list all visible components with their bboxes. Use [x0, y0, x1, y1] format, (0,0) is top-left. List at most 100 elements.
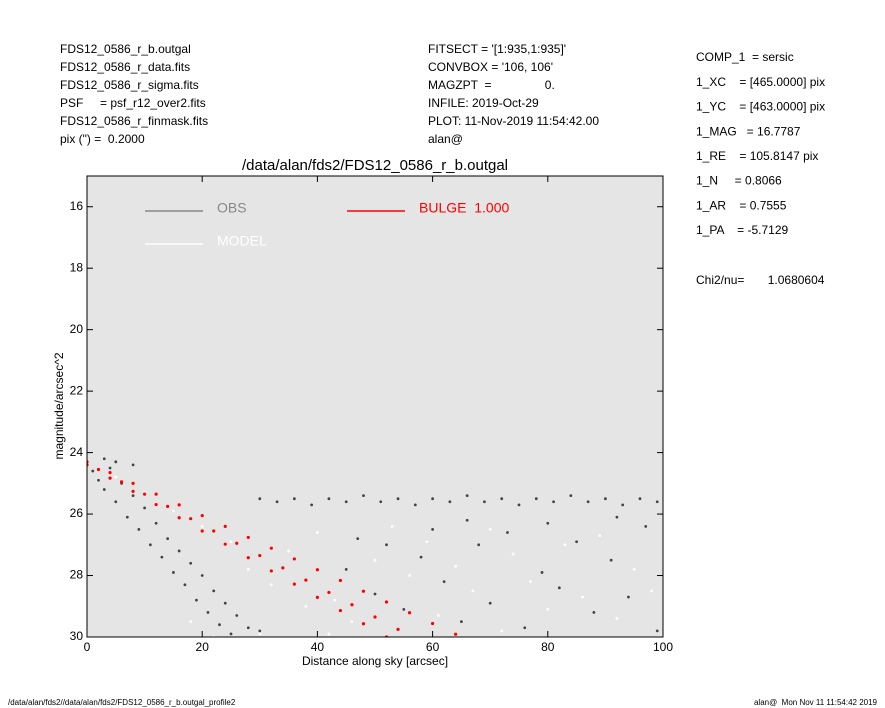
x-tick-label: 100 — [653, 640, 673, 654]
point — [212, 589, 216, 593]
point — [419, 555, 423, 559]
point — [361, 589, 366, 593]
point — [471, 589, 475, 593]
point — [166, 504, 170, 508]
point — [114, 460, 118, 464]
point — [246, 535, 250, 540]
point — [114, 475, 118, 479]
point — [563, 543, 567, 547]
point — [338, 578, 343, 583]
point — [310, 503, 314, 507]
point — [546, 607, 550, 611]
chi2: Chi2/nu= 1.0680604 — [696, 273, 825, 287]
point — [246, 556, 250, 560]
point — [189, 517, 193, 521]
fit-parameter: 1_N = 0.8066 — [696, 174, 782, 188]
header-middle-line: CONVBOX = '106, 106' — [428, 60, 553, 74]
fit-parameter: COMP_1 = sersic — [696, 50, 794, 64]
point — [125, 515, 129, 519]
x-axis-label: Distance along sky [arcsec] — [302, 654, 448, 668]
point — [396, 497, 400, 501]
point — [488, 601, 492, 605]
point — [604, 497, 607, 501]
point — [511, 552, 515, 556]
point — [529, 580, 532, 584]
x-tick-label: 80 — [541, 640, 555, 654]
point — [598, 534, 602, 537]
point — [172, 571, 175, 574]
y-tick-label: 16 — [70, 199, 84, 213]
point — [269, 583, 273, 587]
point — [483, 500, 486, 504]
point — [454, 564, 458, 568]
point — [373, 615, 377, 619]
point — [258, 632, 262, 636]
point — [206, 611, 210, 614]
point — [315, 568, 319, 572]
point — [195, 598, 198, 602]
point — [281, 566, 285, 570]
point — [287, 549, 290, 553]
point — [327, 632, 331, 636]
point — [615, 515, 619, 519]
footer-right: alan@ Mon Nov 11 11:54:42 2019 — [754, 698, 878, 707]
point — [580, 595, 584, 599]
point — [304, 578, 308, 582]
point — [327, 590, 331, 595]
point — [477, 543, 481, 547]
point — [650, 589, 653, 593]
point — [373, 592, 377, 596]
point — [517, 503, 521, 507]
point — [143, 492, 147, 496]
fit-parameter: 1_RE = 105.8147 pix — [696, 149, 818, 163]
point — [91, 469, 95, 473]
point — [235, 541, 239, 545]
point — [575, 540, 578, 544]
header-middle-line: INFILE: 2019-Oct-29 — [428, 96, 539, 110]
point — [632, 567, 636, 571]
legend-label: BULGE 1.000 — [419, 200, 509, 216]
point — [344, 500, 348, 504]
point — [362, 494, 365, 498]
point — [396, 627, 400, 631]
point — [258, 497, 262, 501]
point — [200, 524, 204, 528]
header-left-line: FDS12_0586_r_b.outgal — [60, 42, 191, 56]
point — [333, 598, 337, 602]
point — [275, 500, 279, 504]
y-tick-label: 24 — [70, 445, 84, 459]
point — [315, 595, 319, 599]
point — [644, 524, 648, 528]
x-tick-label: 60 — [426, 640, 440, 654]
point — [292, 582, 296, 586]
point — [454, 632, 458, 636]
fit-parameter: 1_YC = [463.0000] pix — [696, 100, 825, 114]
point — [546, 521, 550, 525]
point — [258, 553, 262, 558]
point — [350, 603, 354, 607]
point — [183, 583, 187, 587]
point — [160, 555, 164, 559]
point — [292, 497, 296, 501]
y-tick-label: 20 — [70, 322, 84, 336]
point — [592, 611, 596, 614]
point — [431, 621, 435, 626]
point — [189, 620, 193, 624]
point — [200, 529, 204, 533]
point — [500, 497, 504, 501]
point — [356, 537, 360, 541]
point — [97, 478, 100, 482]
point — [385, 543, 388, 547]
point — [523, 626, 527, 630]
point — [212, 529, 216, 533]
point — [638, 497, 642, 501]
point — [108, 470, 112, 475]
point — [229, 540, 233, 544]
point — [488, 528, 492, 531]
header-middle-line: FITSECT = '[1:935,1:935]' — [428, 42, 566, 56]
point — [448, 500, 452, 504]
point — [413, 503, 417, 507]
point — [361, 622, 366, 626]
point — [327, 497, 331, 501]
y-tick-label: 22 — [70, 383, 84, 397]
